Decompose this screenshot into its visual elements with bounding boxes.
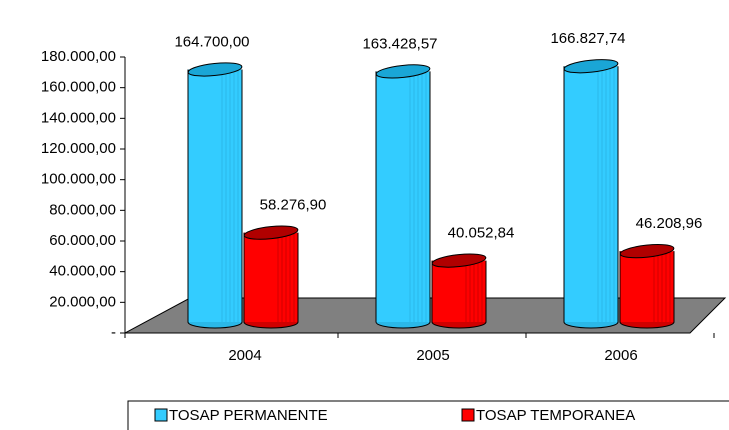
bar	[375, 64, 431, 329]
bar-body	[564, 66, 618, 322]
bar-body	[188, 69, 242, 323]
y-tick-label: 100.000,00	[41, 171, 116, 188]
bar-body	[620, 251, 674, 322]
bar-body	[244, 232, 298, 322]
bar-top	[563, 59, 619, 74]
y-tick-label: 180.000,00	[41, 48, 116, 65]
bar	[243, 225, 299, 329]
y-tick-label: 80.000,00	[49, 201, 116, 218]
bar	[187, 62, 243, 329]
bar-top	[243, 225, 299, 240]
bar-body	[376, 71, 430, 323]
data-label: 164.700,00	[174, 33, 249, 50]
x-tick-label: 2006	[604, 347, 637, 364]
bar	[563, 59, 619, 329]
data-label: 166.827,74	[550, 30, 625, 47]
bar	[619, 244, 675, 329]
y-tick-label: 160.000,00	[41, 79, 116, 96]
data-label: 163.428,57	[362, 35, 437, 52]
y-tick-label: 140.000,00	[41, 109, 116, 126]
y-tick-label: 20.000,00	[49, 293, 116, 310]
y-tick-label: 40.000,00	[49, 263, 116, 280]
x-tick-label: 2004	[228, 347, 261, 364]
y-tick-label: -	[111, 324, 116, 341]
bar-top	[431, 253, 487, 268]
bar-top	[619, 244, 675, 259]
bar-top	[375, 64, 431, 79]
y-tick-label: 120.000,00	[41, 140, 116, 157]
bar	[431, 253, 487, 329]
bar-top	[187, 62, 243, 77]
data-label: 46.208,96	[636, 215, 703, 232]
legend-swatch	[154, 408, 168, 422]
legend-label: TOSAP PERMANENTE	[169, 407, 328, 424]
data-label: 40.052,84	[448, 225, 515, 242]
data-label: 58.276,90	[260, 197, 327, 214]
bar-body	[432, 260, 486, 322]
legend-box	[127, 400, 729, 430]
x-tick-label: 2005	[416, 347, 449, 364]
legend-swatch	[461, 408, 475, 422]
y-tick-label: 60.000,00	[49, 232, 116, 249]
legend-label: TOSAP TEMPORANEA	[476, 407, 635, 424]
